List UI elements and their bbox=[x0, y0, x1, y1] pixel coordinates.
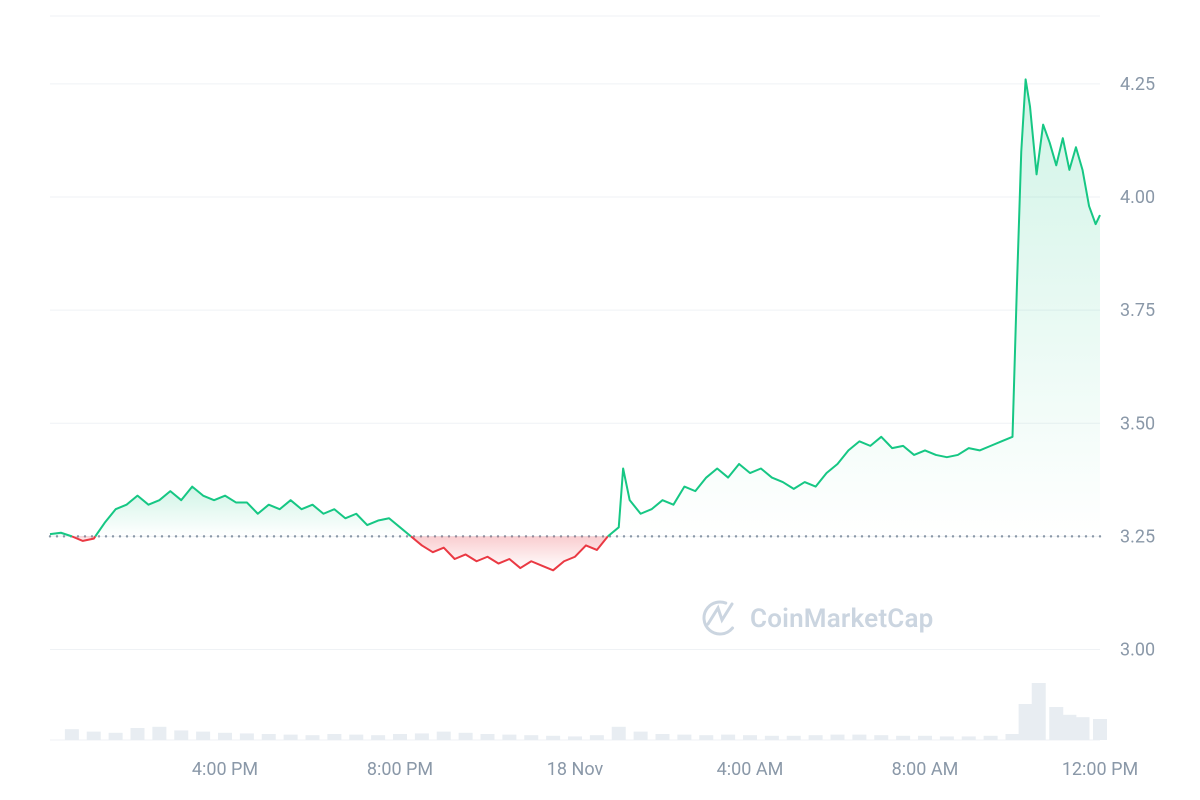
volume-bar bbox=[765, 736, 779, 740]
volume-bar bbox=[940, 736, 954, 740]
volume-bar bbox=[284, 735, 298, 740]
volume-bar bbox=[152, 727, 166, 740]
price-chart[interactable]: 3.00 3.25 3.50 3.75 4.00 4.25 4:00 PM 8:00 PM 1… bbox=[0, 0, 1200, 800]
volume-bar bbox=[984, 736, 998, 740]
volume-bar bbox=[481, 734, 495, 740]
volume-bar bbox=[677, 735, 691, 740]
volume-bar bbox=[787, 736, 801, 740]
volume-bar bbox=[109, 733, 123, 740]
volume-bar bbox=[568, 736, 582, 740]
y-axis-label: 3.50 bbox=[1120, 413, 1155, 434]
volume-bar bbox=[809, 735, 823, 740]
volume-bar bbox=[131, 728, 145, 740]
volume-bar bbox=[1019, 704, 1033, 740]
volume-bar bbox=[743, 735, 757, 740]
chart-canvas: 3.00 3.25 3.50 3.75 4.00 4.25 4:00 PM 8:00 PM 1… bbox=[0, 0, 1200, 800]
volume-bar bbox=[349, 735, 363, 740]
volume-bar bbox=[393, 734, 407, 740]
volume-bar bbox=[65, 729, 79, 740]
x-axis-label: 18 Nov bbox=[547, 759, 604, 780]
volume-bar bbox=[1049, 707, 1063, 740]
volume-bar bbox=[1032, 683, 1046, 740]
volume-bar bbox=[1076, 717, 1090, 740]
volume-bar bbox=[371, 735, 385, 740]
y-axis-label: 4.25 bbox=[1120, 74, 1155, 95]
volume-bar bbox=[218, 733, 232, 740]
y-axis-label: 3.25 bbox=[1120, 526, 1155, 547]
y-axis-label: 3.00 bbox=[1120, 640, 1155, 661]
volume-bar bbox=[415, 733, 429, 740]
volume-bar bbox=[831, 735, 845, 740]
volume-bar bbox=[87, 732, 101, 740]
x-axis-label: 8:00 PM bbox=[367, 759, 433, 780]
volume-bar bbox=[590, 735, 604, 740]
volume-bar bbox=[306, 735, 320, 740]
volume-bar bbox=[874, 735, 888, 740]
volume-bar bbox=[896, 736, 910, 740]
x-axis-label: 4:00 AM bbox=[717, 759, 784, 780]
volume-bar bbox=[852, 735, 866, 740]
volume-bar bbox=[174, 730, 188, 740]
volume-bar bbox=[634, 732, 648, 740]
volume-bar bbox=[196, 732, 210, 740]
volume-bar bbox=[546, 736, 560, 740]
volume-bar bbox=[327, 734, 341, 740]
x-axis-label: 8:00 AM bbox=[892, 759, 959, 780]
volume-bar bbox=[612, 727, 626, 740]
volume-bar bbox=[1093, 719, 1107, 740]
volume-bar bbox=[262, 734, 276, 740]
volume-bar bbox=[962, 736, 976, 740]
volume-bar bbox=[502, 735, 516, 740]
y-axis-label: 3.75 bbox=[1120, 300, 1155, 321]
volume-bar bbox=[699, 735, 713, 740]
volume-bar bbox=[1006, 734, 1020, 740]
volume-bar bbox=[240, 733, 254, 740]
volume-bar bbox=[918, 736, 932, 740]
volume-bar bbox=[656, 734, 670, 740]
y-axis-label: 4.00 bbox=[1120, 187, 1155, 208]
volume-bar bbox=[437, 732, 451, 740]
volume-bar bbox=[721, 735, 735, 740]
volume-bar bbox=[524, 735, 538, 740]
x-axis-label: 12:00 PM bbox=[1062, 759, 1138, 780]
x-axis-label: 4:00 PM bbox=[192, 759, 258, 780]
volume-bar bbox=[459, 733, 473, 740]
volume-bar bbox=[1062, 715, 1076, 740]
watermark-text: CoinMarketCap bbox=[750, 604, 933, 634]
